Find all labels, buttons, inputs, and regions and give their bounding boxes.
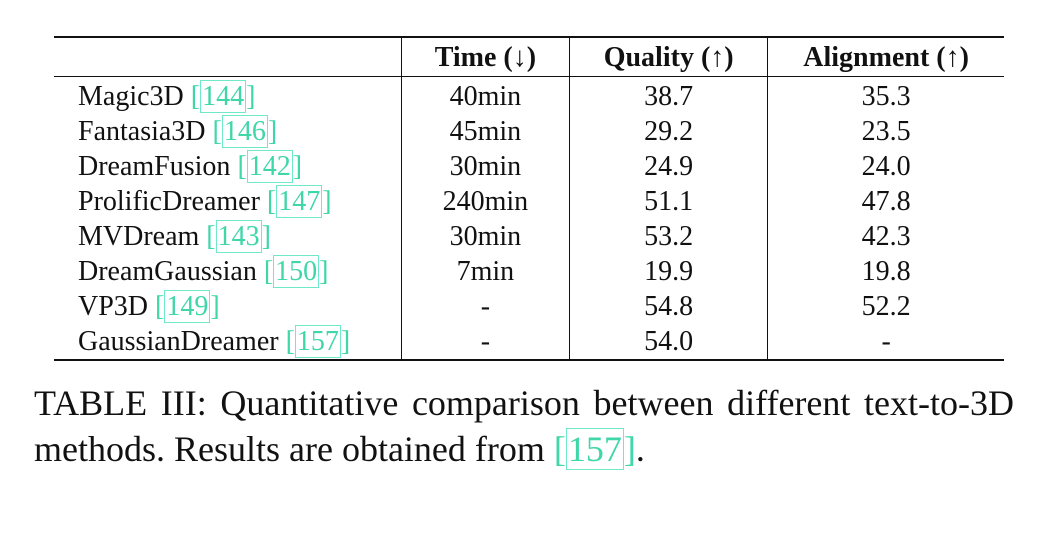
cell-time: 40min: [400, 76, 570, 114]
cell-quality: 38.7: [569, 76, 768, 114]
method-citation-number[interactable]: 142: [246, 150, 293, 183]
comparison-table: Time (↓) Quality (↑) Alignment (↑) Magic…: [54, 36, 1004, 361]
method-name: Magic3D: [78, 81, 184, 112]
cell-time: -: [400, 289, 570, 324]
method-citation-number[interactable]: 146: [221, 115, 268, 148]
method-citation-number[interactable]: 144: [200, 80, 247, 113]
header-quality: Quality (↑): [569, 37, 768, 77]
table-row: Fantasia3D [146] 45min 29.2 23.5: [54, 114, 1004, 149]
method-citation[interactable]: [150]: [263, 255, 329, 288]
table-row: VP3D [149] -54.8 52.2: [54, 289, 1004, 324]
table-body: Magic3D [144] 40min 38.7 35.3 Fantasia3D [14…: [54, 76, 1004, 360]
header-alignment: Alignment (↑): [767, 37, 1004, 77]
cell-time: 240min: [400, 184, 570, 219]
cell-quality: 54.8: [569, 289, 768, 324]
method-citation-number[interactable]: 147: [276, 185, 323, 218]
cell-time: 30min: [400, 219, 570, 254]
cell-quality: 53.2: [569, 219, 768, 254]
cell-time: -: [400, 324, 570, 360]
method-citation[interactable]: [142]: [237, 150, 303, 183]
method-citation-number[interactable]: 143: [215, 220, 262, 253]
table-row: GaussianDreamer [157] -54.0-: [54, 324, 1004, 360]
cell-quality: 51.1: [569, 184, 768, 219]
method-citation[interactable]: [157]: [285, 325, 351, 358]
cell-alignment: -: [767, 324, 1004, 360]
header-method: [54, 37, 401, 77]
header-time: Time (↓): [400, 37, 570, 77]
method-name: MVDream: [78, 221, 200, 252]
method-citation-number[interactable]: 149: [164, 290, 211, 323]
table-row: DreamGaussian [150] 7min 19.9 19.8: [54, 254, 1004, 289]
cell-method: VP3D [149]: [54, 289, 401, 324]
cell-alignment: 52.2: [767, 289, 1004, 324]
table-row: MVDream [143] 30min 53.2 42.3: [54, 219, 1004, 254]
method-citation[interactable]: [147]: [266, 185, 332, 218]
cell-time: 7min: [400, 254, 570, 289]
comparison-table-container: Time (↓) Quality (↑) Alignment (↑) Magic…: [54, 36, 1004, 361]
cell-method: GaussianDreamer [157]: [54, 324, 401, 360]
cell-quality: 54.0: [569, 324, 768, 360]
method-name: VP3D: [78, 291, 149, 322]
caption-end: .: [635, 429, 645, 469]
method-citation[interactable]: [149]: [155, 290, 220, 323]
table-row: Magic3D [144] 40min 38.7 35.3: [54, 76, 1004, 115]
cell-quality: 29.2: [569, 114, 768, 149]
caption-citation-number[interactable]: 157: [565, 428, 624, 470]
table-caption: TABLE III: Quantitative comparison betwe…: [34, 380, 1014, 472]
table-row: ProlificDreamer [147] 240min 51.1 47.8: [54, 184, 1004, 219]
cell-alignment: 19.8: [767, 254, 1004, 289]
table-header-row: Time (↓) Quality (↑) Alignment (↑): [54, 37, 1004, 77]
method-name: ProlificDreamer: [78, 186, 260, 217]
cell-alignment: 42.3: [767, 219, 1004, 254]
cell-method: MVDream [143]: [54, 219, 401, 254]
cell-alignment: 23.5: [767, 114, 1004, 149]
cell-method: Magic3D [144]: [54, 77, 401, 115]
method-name: GaussianDreamer: [78, 326, 279, 357]
cell-alignment: 47.8: [767, 184, 1004, 219]
method-citation-number[interactable]: 157: [294, 325, 341, 358]
cell-time: 45min: [400, 114, 570, 149]
method-citation[interactable]: [143]: [206, 220, 271, 253]
caption-text: Quantitative comparison between differen…: [34, 383, 1014, 469]
method-name: Fantasia3D: [78, 116, 206, 147]
cell-quality: 24.9: [569, 149, 768, 184]
cell-method: DreamGaussian [150]: [54, 254, 401, 289]
cell-alignment: 24.0: [767, 149, 1004, 184]
method-name: DreamGaussian: [78, 256, 257, 287]
cell-alignment: 35.3: [767, 76, 1004, 114]
method-citation-number[interactable]: 150: [273, 255, 320, 288]
cell-time: 30min: [400, 149, 570, 184]
cell-method: DreamFusion [142]: [54, 149, 401, 184]
method-citation[interactable]: [146]: [212, 115, 278, 148]
cell-method: Fantasia3D [146]: [54, 114, 401, 149]
cell-method: ProlificDreamer [147]: [54, 184, 401, 219]
table-row: DreamFusion [142] 30min 24.9 24.0: [54, 149, 1004, 184]
method-name: DreamFusion: [78, 151, 231, 182]
caption-label: TABLE III:: [34, 383, 207, 423]
caption-citation[interactable]: [157]: [553, 428, 636, 470]
method-citation[interactable]: [144]: [190, 80, 256, 113]
cell-quality: 19.9: [569, 254, 768, 289]
